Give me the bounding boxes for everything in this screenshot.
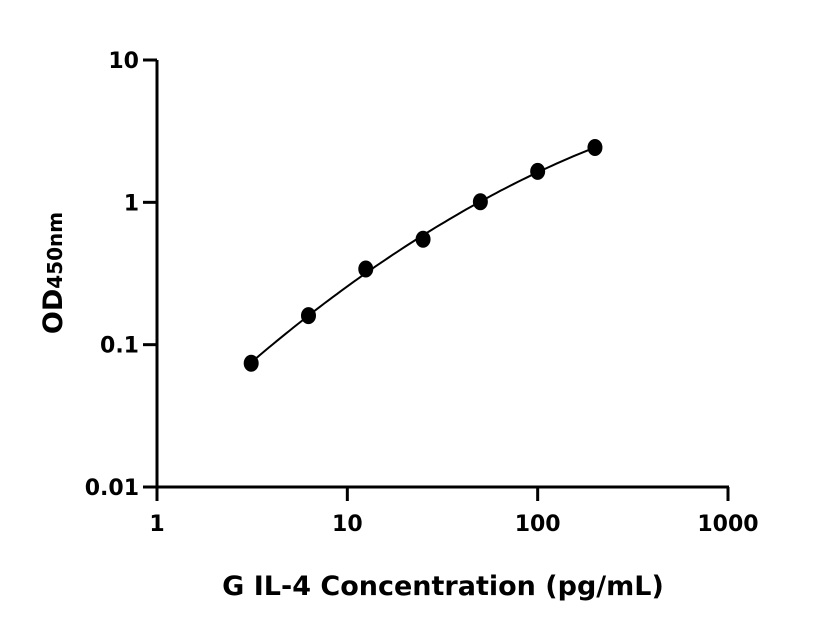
data-point (472, 193, 488, 211)
x-axis-title: G IL-4 Concentration (pg/mL) (222, 571, 664, 602)
x-tick-label: 10 (332, 512, 363, 537)
fit-curve (250, 146, 596, 364)
x-tick-label: 1 (149, 512, 164, 537)
y-axis-title-subscript: 450nm (43, 212, 67, 289)
data-point (530, 162, 546, 180)
x-tick-label: 1000 (697, 512, 758, 537)
data-point (300, 307, 316, 325)
y-tick-label: 0.01 (85, 476, 139, 501)
data-point (358, 260, 374, 278)
x-tick-label: 100 (515, 512, 561, 537)
y-tick-label: 1 (124, 191, 139, 216)
y-tick-label: 10 (108, 49, 139, 74)
y-axis-title-main: OD (38, 289, 69, 334)
data-point (243, 354, 259, 372)
data-point (415, 230, 431, 248)
y-axis-title: OD450nm (38, 212, 69, 334)
y-tick-label: 0.1 (100, 334, 139, 359)
data-point (587, 138, 603, 156)
